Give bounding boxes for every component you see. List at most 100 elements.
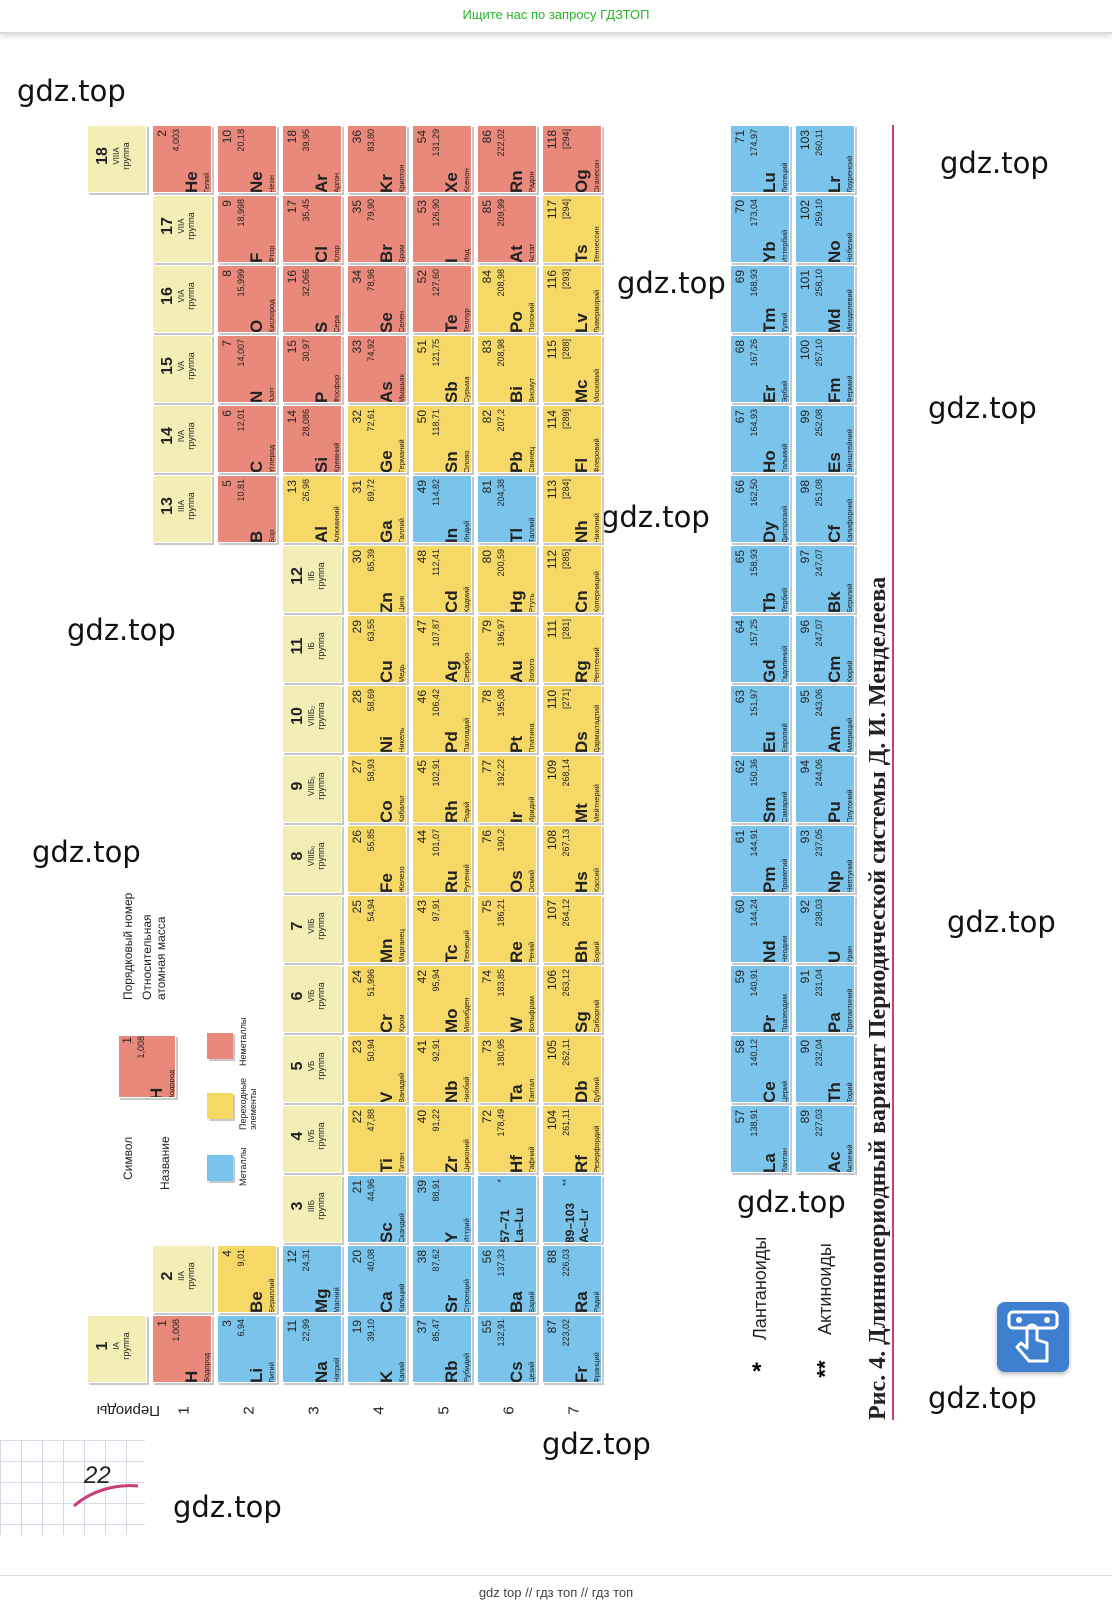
element-cell: Sn 50 118,71 Олово — [412, 405, 472, 473]
element-cell: Tl 81 204,38 Таллий — [477, 475, 537, 543]
element-number: 42 — [415, 970, 429, 984]
element-name: Теллур — [462, 308, 471, 333]
element-cell: Xe 54 131,29 Ксенон — [412, 125, 472, 193]
group-roman: IБ — [307, 642, 316, 650]
element-number: 60 — [733, 900, 747, 914]
element-mass: 259,10 — [814, 199, 824, 227]
legend-name-label: Название — [158, 1136, 172, 1190]
element-mass: 107,87 — [431, 619, 441, 647]
element-cell: Pt 78 195,08 Платина — [477, 685, 537, 753]
element-number: 114 — [545, 410, 559, 430]
element-name: Сурьма — [462, 376, 471, 403]
group-word: группа — [186, 282, 196, 310]
element-mass: 15,999 — [236, 269, 246, 297]
element-symbol: Pu — [825, 801, 844, 823]
group-header: 8 VIIIБ₀ группа — [282, 825, 342, 893]
element-name: Никель — [397, 727, 406, 753]
element-mass: 137,33 — [496, 1249, 506, 1277]
element-name: Цезий — [527, 1361, 536, 1383]
element-mass: 26,98 — [301, 479, 311, 502]
element-mass: 28,086 — [301, 409, 311, 437]
element-mass: 263,12 — [561, 969, 571, 997]
legend-metals-swatch — [207, 1155, 233, 1181]
element-mass: 39,95 — [301, 129, 311, 152]
actinide-cell: Cf 98 251,08 Калифорний — [795, 475, 855, 543]
element-symbol: Xe — [442, 172, 461, 193]
element-name: Титан — [397, 1152, 406, 1173]
element-number: 52 — [415, 270, 429, 284]
element-mass: 102,91 — [431, 759, 441, 787]
element-symbol: Os — [507, 870, 526, 893]
element-cell: Cd 48 112,41 Кадмий — [412, 545, 472, 613]
actinide-cell: Es 99 252,08 Эйнштейний — [795, 405, 855, 473]
top-banner-text[interactable]: Ищите нас по запросу ГДЗТОП — [462, 7, 650, 22]
element-name: Нобелий — [845, 232, 854, 263]
element-number: 76 — [480, 830, 494, 844]
element-cell: Fl 114 [289] Флеровий — [542, 405, 602, 473]
group-header: 18 VIIIA группа — [87, 125, 147, 193]
element-name: Цирконий — [462, 1139, 471, 1173]
bottom-banner-text[interactable]: gdz top // гдз топ // гдз топ — [478, 1585, 634, 1600]
gesture-help-button[interactable] — [997, 1302, 1069, 1372]
element-mass: 106,42 — [431, 689, 441, 717]
group-roman: VIIIA — [112, 147, 121, 165]
element-name: Родий — [462, 801, 471, 823]
legend-sample-symbol: H — [147, 1087, 166, 1098]
element-mass: 97,91 — [431, 899, 441, 922]
element-cell: Ru 44 101,07 Рутений — [412, 825, 472, 893]
group-number: 11 — [289, 637, 306, 655]
element-cell: Hf 72 178,49 Гафний — [477, 1105, 537, 1173]
element-cell: Rb 37 85,47 Рубидий — [412, 1315, 472, 1383]
top-banner[interactable]: Ищите нас по запросу ГДЗТОП — [0, 0, 1112, 34]
element-symbol: Rh — [442, 800, 461, 823]
element-number: 37 — [415, 1320, 429, 1334]
group-header: 2 IIA группа — [152, 1245, 212, 1313]
element-cell: Ds 110 [271] Дармштадтий — [542, 685, 602, 753]
element-cell: N 7 14,007 Азот — [217, 335, 277, 403]
element-mass: 35,45 — [301, 199, 311, 222]
element-name: Калий — [397, 1361, 406, 1383]
element-symbol: Ca — [377, 1291, 396, 1313]
element-mass: 158,93 — [749, 549, 759, 577]
element-mass: [285] — [561, 549, 571, 570]
element-name: Палладий — [462, 717, 471, 753]
element-mass: 69,72 — [366, 479, 376, 502]
element-number: 85 — [480, 200, 494, 214]
element-symbol: In — [442, 527, 461, 543]
element-number: 19 — [350, 1320, 364, 1334]
element-name: Платина — [527, 723, 536, 753]
element-number: 34 — [350, 270, 364, 284]
group-header: 12 IIБ группа — [282, 545, 342, 613]
element-cell: Cr 24 51,996 Хром — [347, 965, 407, 1033]
element-cell: In 49 114,82 Индий — [412, 475, 472, 543]
element-number: 48 — [415, 550, 429, 564]
element-number: 106 — [545, 970, 559, 991]
element-mass: * — [496, 1179, 506, 1183]
element-number: 28 — [350, 690, 364, 704]
element-symbol: Es — [825, 452, 844, 473]
group-number: 18 — [94, 147, 111, 165]
element-mass: 151,97 — [749, 689, 759, 717]
bottom-banner[interactable]: gdz top // гдз топ // гдз топ — [0, 1575, 1112, 1610]
element-name: Кремний — [332, 442, 341, 473]
element-mass: 131,29 — [431, 129, 441, 157]
element-cell: Ts 117 [294] Теннессин — [542, 195, 602, 263]
element-name: Коперниций — [592, 571, 601, 613]
element-number: 45 — [415, 760, 429, 774]
element-name: Америций — [845, 717, 854, 753]
element-symbol: Se — [377, 312, 396, 333]
element-number: 39 — [415, 1180, 429, 1194]
legend-sample-number: 1 — [120, 1037, 134, 1044]
element-name: Серебро — [462, 652, 471, 683]
legend-nonmetals-swatch — [207, 1033, 233, 1059]
element-cell: C 6 12,01 Углерод — [217, 405, 277, 473]
element-number: 99 — [798, 410, 812, 424]
element-mass: 87,62 — [431, 1249, 441, 1272]
element-symbol: Rg — [572, 660, 591, 683]
element-number: 112 — [545, 550, 559, 570]
element-name: Сиборгий — [592, 999, 601, 1033]
caption-divider — [892, 125, 894, 1420]
element-name: Берклий — [845, 583, 854, 613]
element-number: 117 — [545, 200, 559, 220]
element-name: Свинец — [527, 446, 536, 473]
